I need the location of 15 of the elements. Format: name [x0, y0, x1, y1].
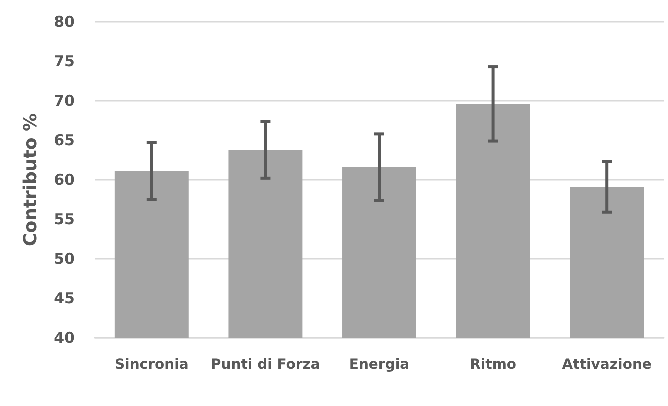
y-tick-label: 40: [54, 329, 75, 347]
y-tick-label: 65: [54, 132, 75, 150]
y-tick-label: 80: [54, 13, 75, 31]
y-tick-label: 55: [54, 210, 75, 228]
y-tick-label: 45: [54, 290, 75, 308]
x-tick-label: Sincronia: [114, 357, 189, 373]
x-tick-label: Punti di Forza: [211, 357, 320, 373]
y-axis-title: Contributo %: [20, 113, 42, 247]
x-tick-label: Attivazione: [562, 357, 652, 373]
y-tick-label: 60: [54, 171, 75, 189]
y-tick-label: 70: [54, 92, 75, 110]
x-tick-label: Ritmo: [470, 357, 517, 373]
y-tick-label: 75: [54, 52, 75, 70]
y-tick-label: 50: [54, 250, 75, 268]
x-tick-label: Energia: [349, 357, 410, 373]
